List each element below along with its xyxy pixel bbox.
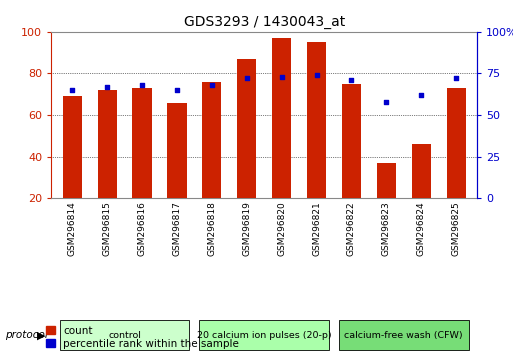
- Bar: [272, 38, 291, 198]
- Bar: [411, 144, 431, 198]
- Bar: [237, 59, 256, 198]
- Point: [138, 82, 146, 88]
- Bar: [132, 88, 152, 198]
- Bar: [307, 42, 326, 198]
- Point: [312, 72, 321, 78]
- Point: [173, 87, 181, 93]
- Title: GDS3293 / 1430043_at: GDS3293 / 1430043_at: [184, 16, 345, 29]
- Text: protocol: protocol: [5, 330, 48, 341]
- Bar: [342, 84, 361, 198]
- Point: [347, 77, 356, 83]
- Point: [243, 76, 251, 81]
- Bar: [202, 82, 222, 198]
- Text: 20 calcium ion pulses (20-p): 20 calcium ion pulses (20-p): [197, 331, 331, 340]
- Point: [208, 82, 216, 88]
- Point: [382, 99, 390, 104]
- Point: [278, 74, 286, 80]
- Text: control: control: [108, 331, 141, 340]
- Bar: [167, 103, 187, 198]
- Point: [68, 87, 76, 93]
- Point: [103, 84, 111, 90]
- Bar: [377, 163, 396, 198]
- Point: [452, 76, 460, 81]
- Bar: [63, 96, 82, 198]
- Bar: [446, 88, 466, 198]
- Text: ▶: ▶: [37, 330, 46, 341]
- Bar: [97, 90, 117, 198]
- Text: calcium-free wash (CFW): calcium-free wash (CFW): [345, 331, 463, 340]
- Legend: count, percentile rank within the sample: count, percentile rank within the sample: [46, 326, 239, 349]
- Point: [417, 92, 425, 98]
